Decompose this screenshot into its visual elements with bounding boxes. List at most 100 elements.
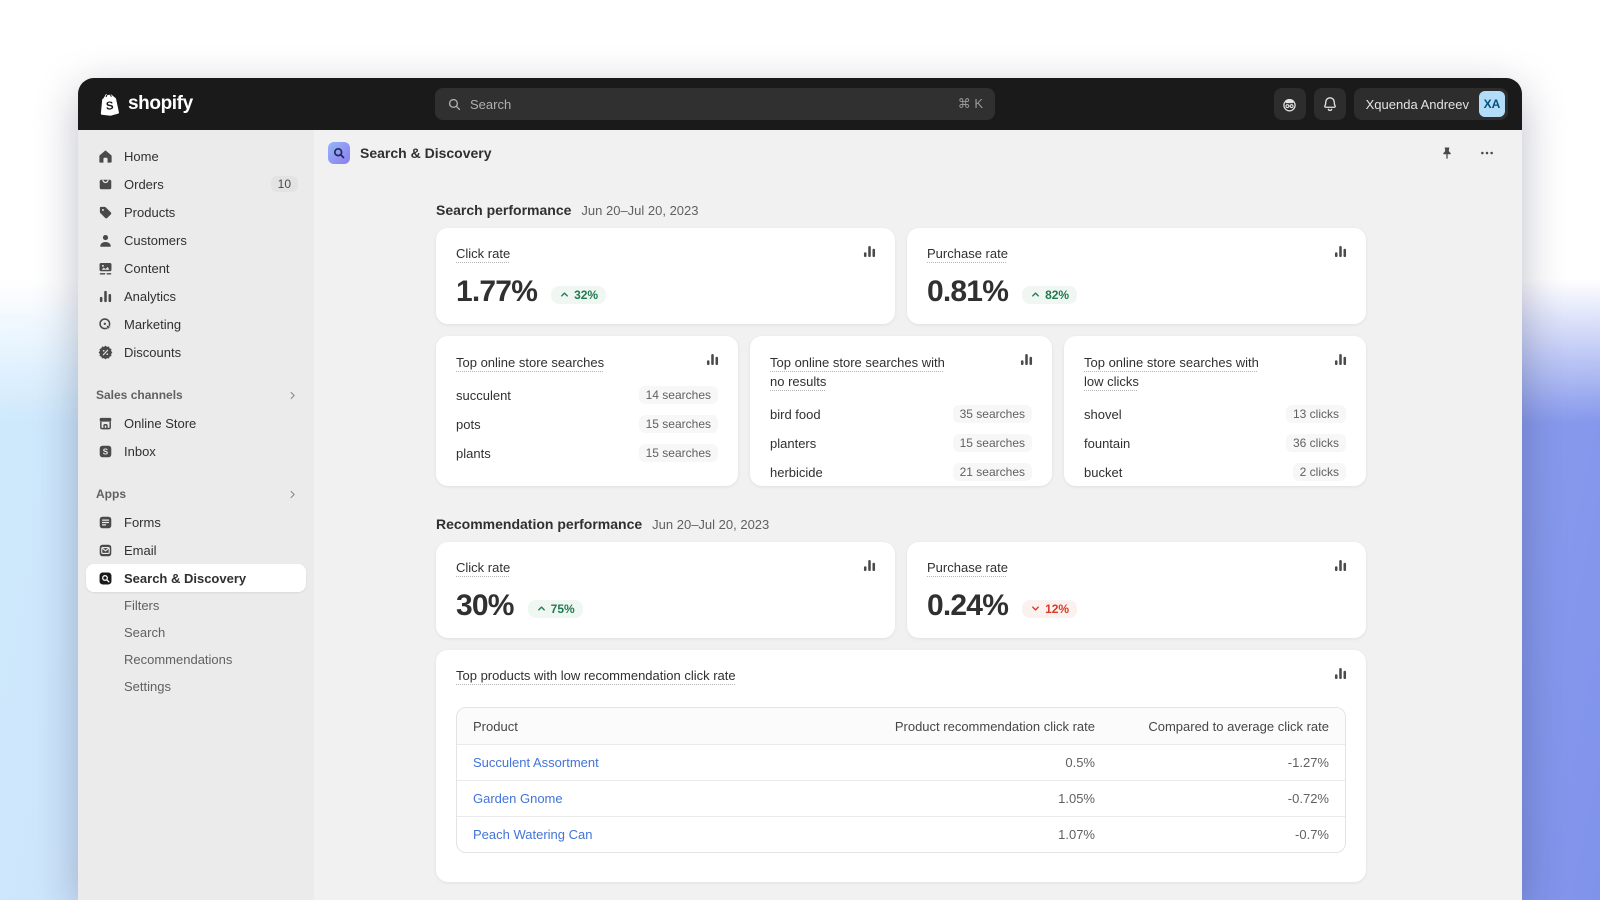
sidebar-subitem-settings[interactable]: Settings	[86, 673, 306, 700]
metric-value: 0.24%	[927, 589, 1008, 623]
product-link[interactable]: Peach Watering Can	[473, 827, 592, 842]
click-count: 13 clicks	[1286, 405, 1346, 423]
content-area: Search performance Jun 20–Jul 20, 2023 C…	[314, 176, 1522, 900]
inbox-app-icon: S	[96, 442, 114, 460]
sidebar-item-forms[interactable]: Forms	[86, 508, 306, 536]
user-name: Xquenda Andreev	[1366, 97, 1469, 112]
search-term: plants	[456, 446, 491, 461]
sidebar-item-analytics[interactable]: Analytics	[86, 282, 306, 310]
user-menu[interactable]: Xquenda Andreev XA	[1354, 88, 1508, 120]
product-link[interactable]: Succulent Assortment	[473, 755, 599, 770]
sidebar-item-home[interactable]: Home	[86, 142, 306, 170]
sidebar-section-apps[interactable]: Apps	[86, 480, 306, 508]
sidebar-item-customers[interactable]: Customers	[86, 226, 306, 254]
sidebar-item-orders[interactable]: Orders 10	[86, 170, 306, 198]
metric-label: Click rate	[456, 246, 510, 261]
sidebar-item-label: Inbox	[124, 444, 156, 459]
delta-badge: 32%	[551, 286, 606, 304]
bell-icon	[1321, 95, 1339, 113]
report-chart-icon[interactable]	[1019, 352, 1034, 372]
metric-label: Purchase rate	[927, 560, 1008, 575]
list-item: bucket2 clicks	[1084, 463, 1346, 481]
compared-value: -0.7%	[1095, 827, 1345, 842]
no-results-searches-card: Top online store searches with no result…	[750, 336, 1052, 486]
column-header-product: Product	[457, 719, 795, 734]
delta-badge: 82%	[1022, 286, 1077, 304]
table-row: Peach Watering Can 1.07% -0.7%	[457, 816, 1345, 852]
sidebar-subitem-recommendations[interactable]: Recommendations	[86, 646, 306, 673]
report-chart-icon[interactable]	[862, 558, 877, 578]
shopify-admin-window: S shopify ⌘ K Xquenda Andree	[78, 78, 1522, 900]
sidebar-item-label: Search & Discovery	[124, 571, 246, 586]
report-chart-icon[interactable]	[862, 244, 877, 264]
search-count: 21 searches	[953, 463, 1032, 481]
report-chart-icon[interactable]	[705, 352, 720, 372]
sidebar-item-label: Customers	[124, 233, 187, 248]
sidebar-item-label: Home	[124, 149, 159, 164]
search-click-rate-card: Click rate 1.77% 32%	[436, 228, 895, 324]
search-input[interactable]	[470, 97, 950, 112]
sidebar-item-discounts[interactable]: Discounts	[86, 338, 306, 366]
click-rate-value: 1.05%	[795, 791, 1095, 806]
sidebar-item-label: Marketing	[124, 317, 181, 332]
delta-value: 12%	[1045, 602, 1069, 616]
search-term: bird food	[770, 407, 821, 422]
pin-button[interactable]	[1434, 140, 1460, 166]
report-chart-icon[interactable]	[1333, 244, 1348, 264]
delta-value: 75%	[551, 602, 575, 616]
list-item: fountain36 clicks	[1084, 434, 1346, 452]
notifications-button[interactable]	[1314, 88, 1346, 120]
low-rec-click-rate-card: Top products with low recommendation cli…	[436, 650, 1366, 882]
sidebar-item-label: Email	[124, 543, 157, 558]
report-chart-icon[interactable]	[1333, 666, 1348, 686]
sidebar-item-inbox[interactable]: S Inbox	[86, 437, 306, 465]
sidebar-item-label: Online Store	[124, 416, 196, 431]
shopify-bag-icon: S	[98, 92, 121, 117]
person-icon	[96, 231, 114, 249]
sidebar-item-content[interactable]: Content	[86, 254, 306, 282]
search-term: bucket	[1084, 465, 1122, 480]
report-chart-icon[interactable]	[1333, 352, 1348, 372]
rec-purchase-rate-card: Purchase rate 0.24% 12%	[907, 542, 1366, 638]
click-rate-value: 0.5%	[795, 755, 1095, 770]
chevron-right-icon	[287, 390, 298, 401]
section-label: Sales channels	[96, 388, 183, 402]
sidebar-subitem-search[interactable]: Search	[86, 619, 306, 646]
search-term: pots	[456, 417, 481, 432]
metric-label: Click rate	[456, 560, 510, 575]
shopify-logo[interactable]: S shopify	[92, 92, 193, 117]
assistant-button[interactable]	[1274, 88, 1306, 120]
metric-value: 1.77%	[456, 275, 537, 309]
list-item: succulent14 searches	[456, 386, 718, 404]
compared-value: -1.27%	[1095, 755, 1345, 770]
global-search[interactable]: ⌘ K	[435, 88, 995, 120]
more-actions-button[interactable]	[1474, 140, 1500, 166]
click-count: 36 clicks	[1286, 434, 1346, 452]
sidebar-subitem-filters[interactable]: Filters	[86, 592, 306, 619]
search-performance-title: Search performance	[436, 202, 571, 218]
arrow-down-icon	[1030, 603, 1041, 614]
page-header: Search & Discovery	[314, 130, 1522, 176]
sidebar-section-sales-channels[interactable]: Sales channels	[86, 381, 306, 409]
tag-icon	[96, 203, 114, 221]
orders-count-badge: 10	[271, 176, 298, 192]
sidebar-item-online-store[interactable]: Online Store	[86, 409, 306, 437]
report-chart-icon[interactable]	[1333, 558, 1348, 578]
chevron-right-icon	[287, 489, 298, 500]
ellipsis-icon	[1479, 145, 1495, 161]
compared-value: -0.72%	[1095, 791, 1345, 806]
email-app-icon	[96, 541, 114, 559]
sidebar-subitem-label: Filters	[124, 598, 159, 613]
column-header-click-rate: Product recommendation click rate	[795, 719, 1095, 734]
sidebar-item-search-discovery[interactable]: Search & Discovery	[86, 564, 306, 592]
search-purchase-rate-card: Purchase rate 0.81% 82%	[907, 228, 1366, 324]
sidebar-item-email[interactable]: Email	[86, 536, 306, 564]
list-item: pots15 searches	[456, 415, 718, 433]
search-term: shovel	[1084, 407, 1122, 422]
sidebar-item-products[interactable]: Products	[86, 198, 306, 226]
list-card-title: Top online store searches	[456, 353, 604, 372]
sidebar-item-marketing[interactable]: Marketing	[86, 310, 306, 338]
product-link[interactable]: Garden Gnome	[473, 791, 563, 806]
search-icon	[447, 97, 462, 112]
search-count: 14 searches	[639, 386, 718, 404]
